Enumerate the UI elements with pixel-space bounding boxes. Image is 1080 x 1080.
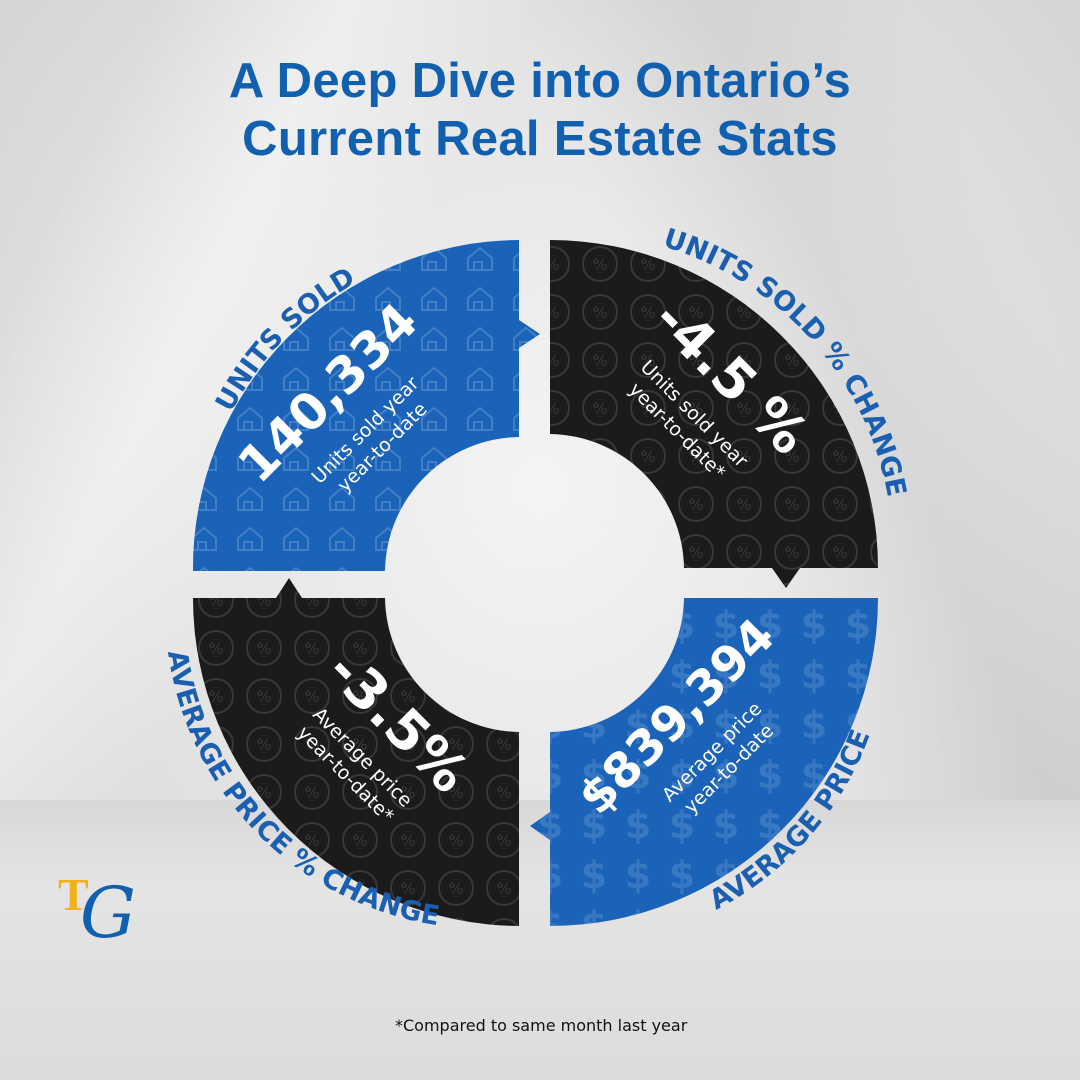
quadrant-average-price — [530, 598, 878, 926]
quadrant-units-sold — [192, 240, 541, 571]
quadrant-average-price-change — [193, 578, 519, 926]
title-line-2: Current Real Estate Stats — [242, 112, 838, 166]
footnote: *Compared to same month last year — [395, 1016, 688, 1035]
logo-letter-t: T — [58, 869, 89, 920]
page-title: A Deep Dive into Ontario’s Current Real … — [0, 52, 1080, 168]
background-floor — [0, 800, 1080, 1080]
title-line-1: A Deep Dive into Ontario’s — [228, 54, 852, 108]
logo-letter-g: G — [80, 872, 136, 954]
quadrant-units-sold-change — [550, 240, 878, 588]
